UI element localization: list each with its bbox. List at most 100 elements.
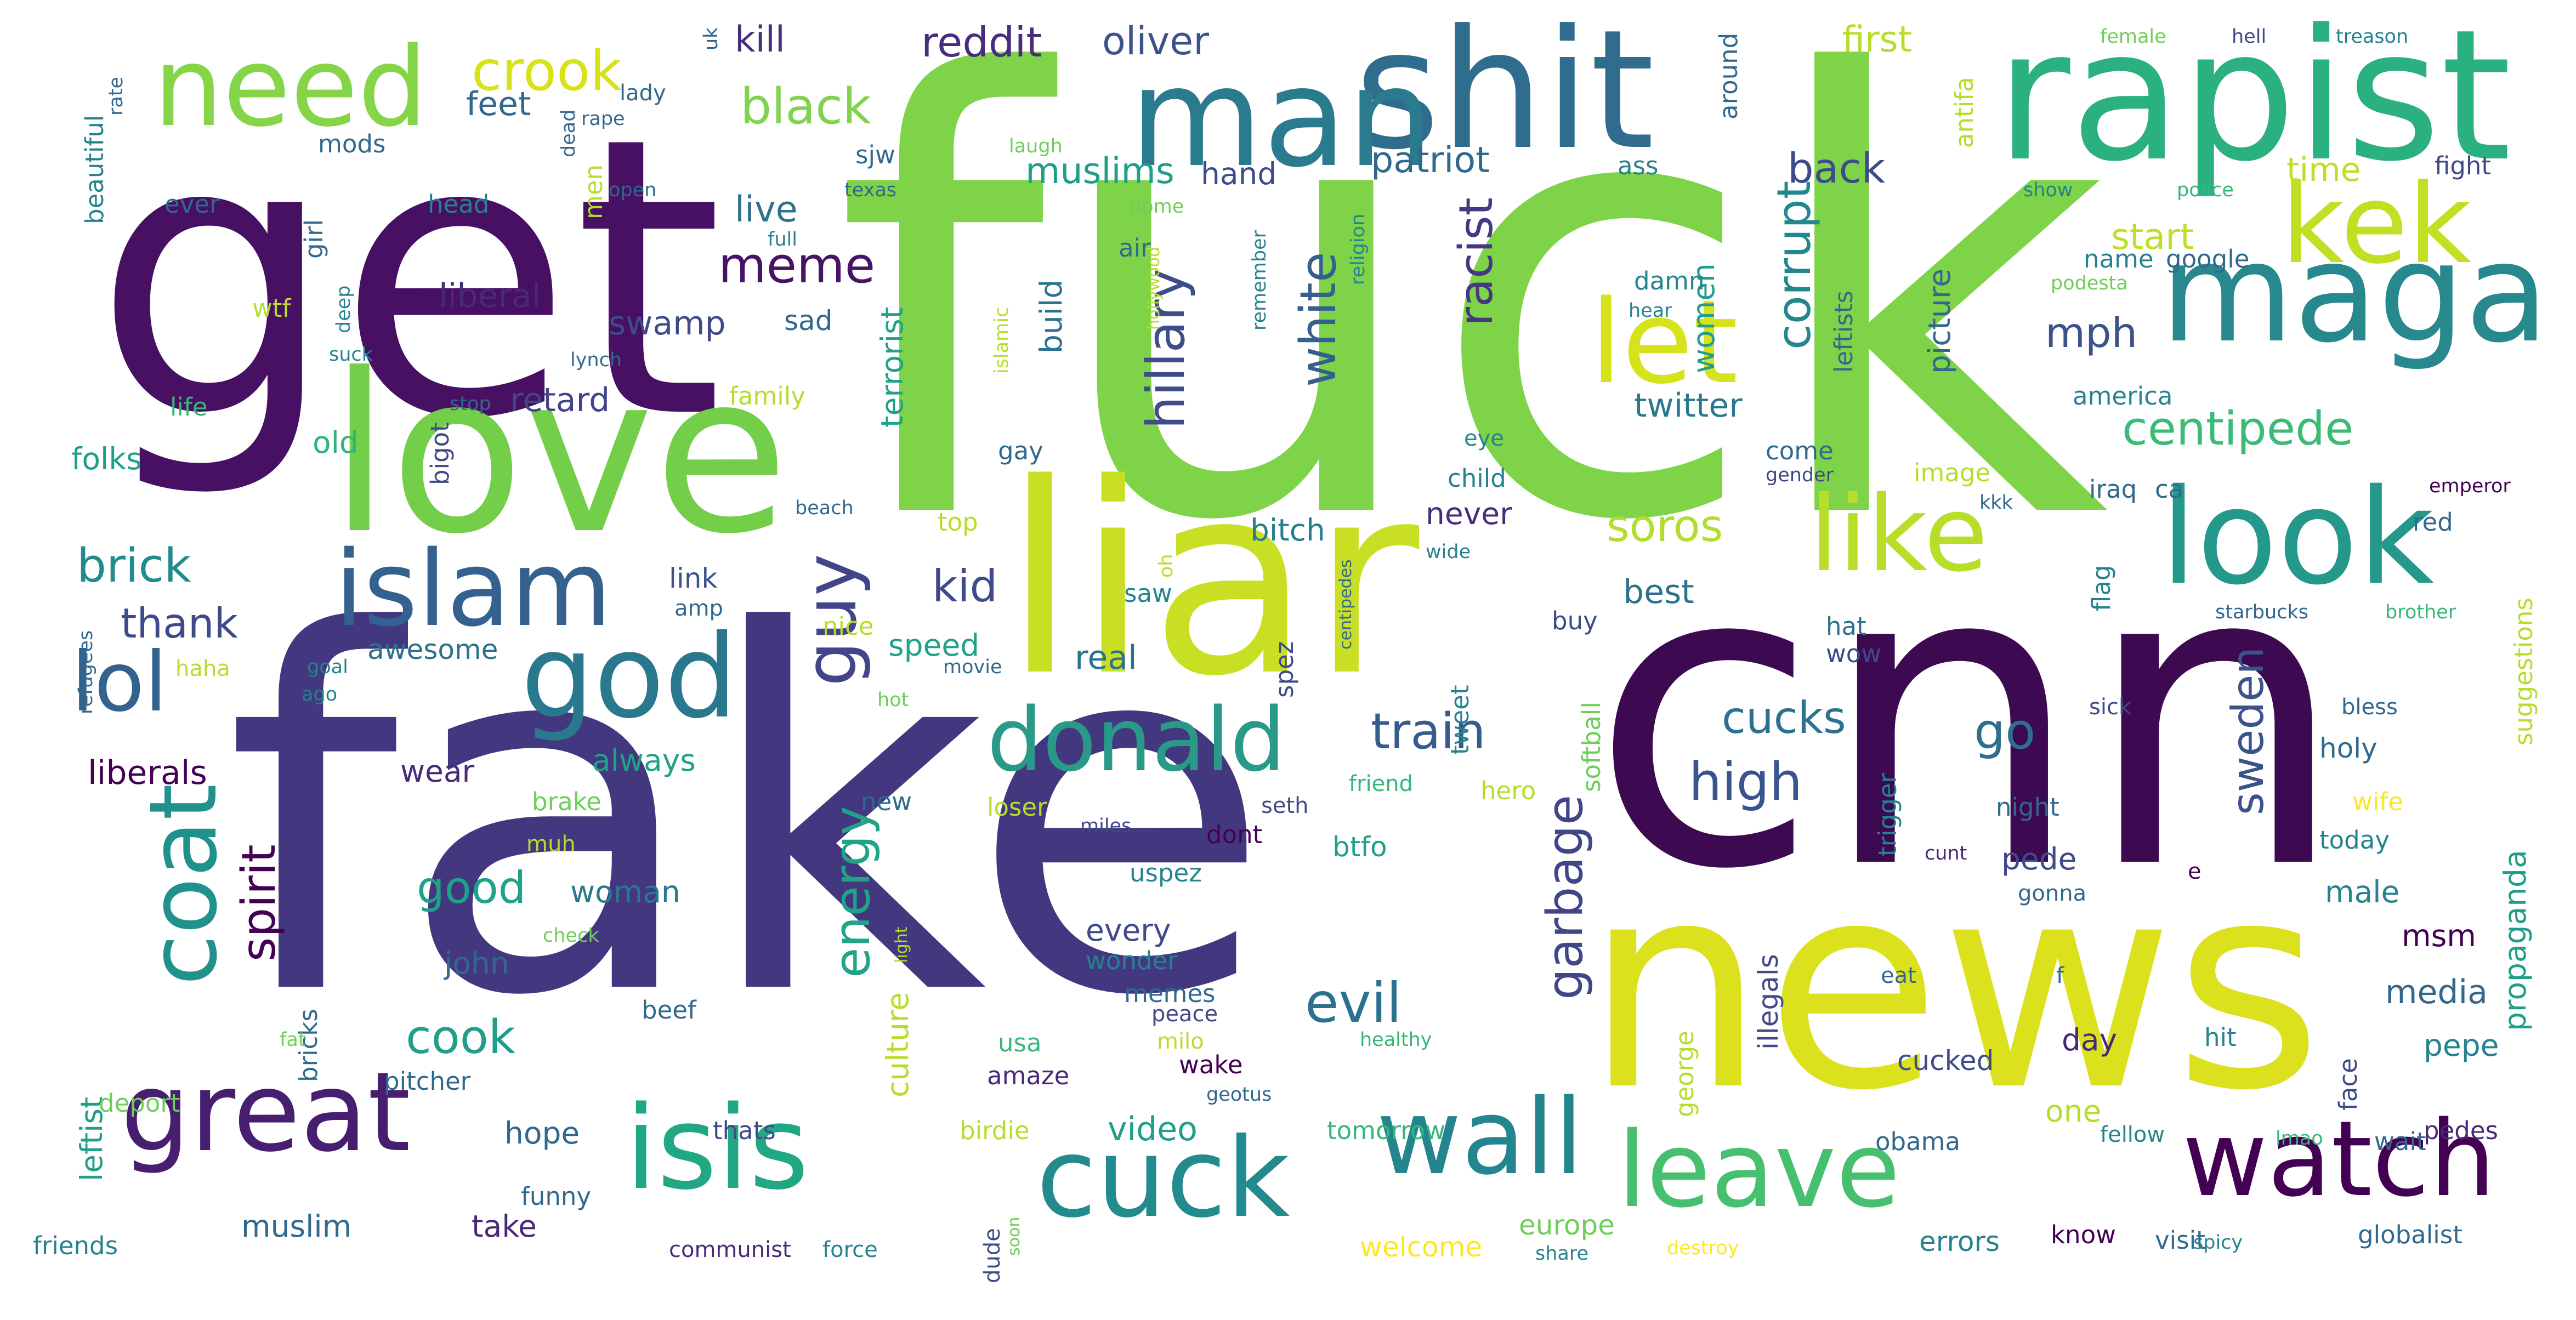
cloud-word-men: men	[579, 164, 608, 219]
cloud-word-god: god	[521, 610, 738, 744]
cloud-word-force: force	[822, 1237, 878, 1262]
cloud-word-lmao: lmao	[2276, 1128, 2323, 1150]
cloud-word-gonna: gonna	[2018, 881, 2087, 906]
cloud-word-treason: treason	[2336, 26, 2409, 48]
cloud-word-hero: hero	[1480, 776, 1536, 805]
cloud-word-obama: obama	[1875, 1127, 1961, 1156]
cloud-word-thank: thank	[121, 599, 238, 647]
cloud-word-beautiful: beautiful	[80, 115, 109, 224]
cloud-word-air: air	[1119, 234, 1151, 263]
cloud-word-need: need	[154, 24, 428, 151]
cloud-word-flag: flag	[2087, 565, 2116, 612]
cloud-word-beef: beef	[642, 995, 696, 1025]
cloud-word-healthy: healthy	[1360, 1029, 1432, 1051]
cloud-word-deport: deport	[99, 1089, 180, 1118]
cloud-word-racist: racist	[1449, 197, 1503, 326]
cloud-word-mph: mph	[2045, 309, 2138, 357]
cloud-word-e: e	[2188, 859, 2201, 884]
cloud-word-pitcher: pitcher	[384, 1067, 471, 1096]
cloud-word-centipede: centipede	[2122, 402, 2354, 456]
cloud-word-cnn: cnn	[1590, 476, 2348, 960]
cloud-word-feet: feet	[466, 85, 531, 123]
cloud-word-muslims: muslims	[1025, 151, 1174, 192]
cloud-word-video: video	[1108, 1110, 1198, 1148]
cloud-word-friends: friends	[33, 1231, 118, 1260]
cloud-word-black: black	[740, 78, 871, 135]
cloud-word-goal: goal	[307, 656, 348, 678]
cloud-word-iraq: iraq	[2089, 475, 2137, 504]
cloud-word-loser: loser	[987, 793, 1047, 822]
cloud-word-errors: errors	[1919, 1226, 2000, 1258]
cloud-word-sjw: sjw	[855, 140, 895, 169]
cloud-word-female: female	[2100, 26, 2166, 48]
cloud-word-swamp: swamp	[609, 304, 726, 343]
cloud-word-look: look	[2160, 460, 2435, 614]
cloud-word-damn: damn	[1634, 266, 1705, 295]
cloud-word-religion: religion	[1347, 213, 1369, 285]
cloud-word-illegals: illegals	[1752, 954, 1784, 1050]
cloud-word-trigger: trigger	[1873, 773, 1902, 856]
cloud-word-holy: holy	[2319, 732, 2378, 764]
cloud-word-real: real	[1075, 639, 1137, 677]
cloud-word-start: start	[2111, 217, 2194, 258]
cloud-word-texas: texas	[844, 179, 897, 201]
cloud-word-evil: evil	[1305, 971, 1402, 1035]
cloud-word-crook: crook	[472, 39, 622, 103]
cloud-word-gender: gender	[1766, 464, 1834, 486]
cloud-word-sad: sad	[784, 305, 833, 337]
cloud-word-refugees: refugees	[75, 630, 97, 714]
cloud-word-live: live	[735, 189, 798, 230]
cloud-word-come: come	[1766, 436, 1834, 465]
cloud-word-thats: thats	[713, 1116, 776, 1145]
cloud-word-build: build	[1034, 279, 1069, 354]
cloud-word-gay: gay	[998, 436, 1043, 465]
cloud-word-amaze: amaze	[987, 1061, 1070, 1090]
cloud-word-haha: haha	[175, 656, 230, 681]
cloud-word-wife: wife	[2352, 787, 2403, 816]
cloud-word-home: home	[1130, 196, 1184, 218]
cloud-word-wall: wall	[1376, 1077, 1584, 1198]
cloud-word-spez: spez	[1270, 641, 1299, 698]
cloud-word-ever: ever	[164, 190, 220, 219]
cloud-word-new: new	[861, 787, 912, 816]
cloud-word-corrupt: corrupt	[1767, 180, 1822, 350]
cloud-word-visit: visit	[2155, 1226, 2206, 1255]
cloud-word-lynch: lynch	[570, 349, 622, 371]
cloud-word-night: night	[1996, 793, 2059, 822]
cloud-word-antifa: antifa	[1950, 77, 1979, 148]
cloud-word-leftists: leftists	[1829, 291, 1858, 373]
cloud-word-deep: deep	[333, 285, 355, 334]
cloud-word-emperor: emperor	[2429, 475, 2511, 497]
cloud-word-twitter: twitter	[1634, 386, 1743, 425]
cloud-word-get: get	[93, 56, 724, 503]
cloud-word-police: police	[2177, 179, 2234, 201]
cloud-word-wake: wake	[1179, 1050, 1243, 1079]
cloud-word-islamic: islamic	[991, 306, 1013, 374]
cloud-word-maga: maga	[2160, 213, 2549, 373]
cloud-word-spicy: spicy	[2193, 1232, 2243, 1254]
cloud-word-fellow: fellow	[2100, 1122, 2165, 1147]
cloud-word-btfo: btfo	[1332, 831, 1387, 863]
cloud-word-check: check	[543, 925, 599, 947]
cloud-word-brick: brick	[77, 539, 191, 593]
cloud-word-propaganda: propaganda	[2498, 850, 2533, 1031]
cloud-word-fight: fight	[2435, 151, 2492, 180]
cloud-word-wide: wide	[1426, 541, 1471, 563]
cloud-word-old: old	[313, 425, 359, 460]
cloud-word-full: full	[768, 229, 797, 251]
cloud-word-ass: ass	[1618, 151, 1659, 180]
cloud-word-stop: stop	[450, 393, 491, 415]
cloud-word-picture: picture	[1922, 268, 1957, 374]
cloud-word-day: day	[2062, 1022, 2118, 1057]
cloud-word-let: let	[1590, 275, 1738, 409]
cloud-word-wtf: wtf	[252, 294, 291, 323]
cloud-word-ca: ca	[2155, 475, 2184, 504]
cloud-word-isis: isis	[625, 1081, 809, 1215]
cloud-word-fat: fat	[280, 1029, 306, 1051]
cloud-word-cuck: cuck	[1036, 1114, 1290, 1242]
cloud-word-every: every	[1086, 913, 1171, 948]
cloud-word-movie: movie	[943, 656, 1002, 678]
cloud-word-wow: wow	[1826, 639, 1882, 668]
cloud-word-europe: europe	[1519, 1209, 1615, 1241]
